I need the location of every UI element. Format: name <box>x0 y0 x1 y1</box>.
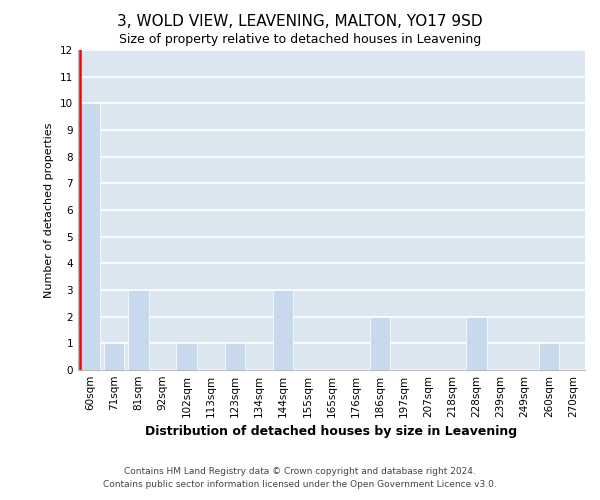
Text: Size of property relative to detached houses in Leavening: Size of property relative to detached ho… <box>119 32 481 46</box>
Bar <box>273 290 293 370</box>
Bar <box>370 316 390 370</box>
Text: 3, WOLD VIEW, LEAVENING, MALTON, YO17 9SD: 3, WOLD VIEW, LEAVENING, MALTON, YO17 9S… <box>117 14 483 29</box>
Bar <box>466 316 487 370</box>
X-axis label: Distribution of detached houses by size in Leavening: Distribution of detached houses by size … <box>145 426 518 438</box>
Bar <box>104 344 124 370</box>
Text: Contains HM Land Registry data © Crown copyright and database right 2024.: Contains HM Land Registry data © Crown c… <box>124 467 476 476</box>
Y-axis label: Number of detached properties: Number of detached properties <box>44 122 55 298</box>
Text: Contains public sector information licensed under the Open Government Licence v3: Contains public sector information licen… <box>103 480 497 489</box>
Bar <box>128 290 149 370</box>
Bar <box>224 344 245 370</box>
Bar <box>539 344 559 370</box>
Bar <box>176 344 197 370</box>
Bar <box>80 104 100 370</box>
